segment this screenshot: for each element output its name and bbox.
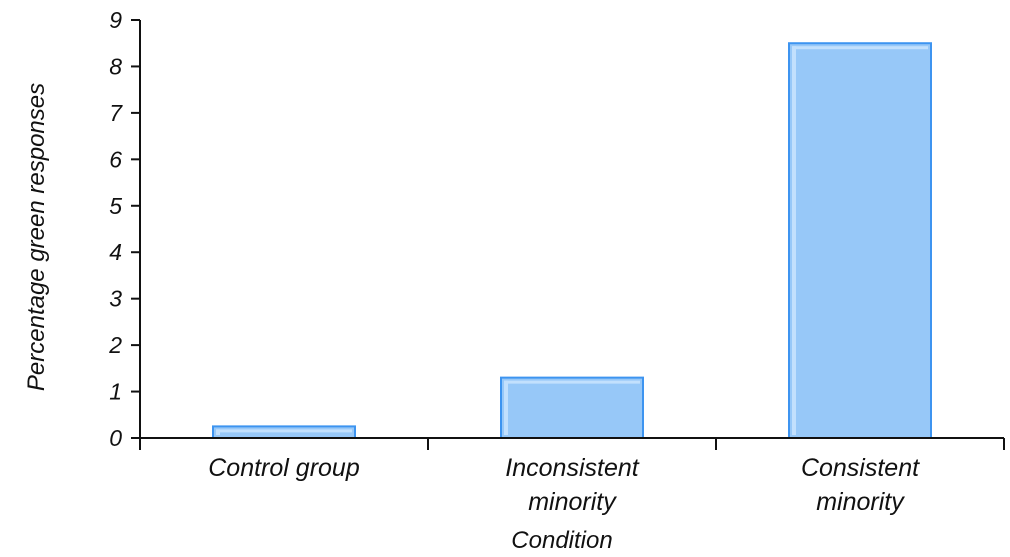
bar-highlight: [792, 46, 928, 50]
bar-highlight: [216, 429, 352, 433]
category-label: Consistent minority: [801, 454, 920, 516]
y-axis-title: Percentage green responses: [23, 83, 50, 391]
y-tick-label: 2: [108, 332, 122, 358]
bar-group: [500, 376, 644, 439]
bar-highlight: [792, 46, 796, 435]
category-labels: Control group Inconsistent minorityConsist…: [208, 454, 920, 516]
bar-group: [788, 42, 932, 439]
y-axis-ticks: 0 1 2 3 4 5 6 7 8 9: [108, 7, 140, 451]
category-label-line: minority: [816, 488, 905, 516]
x-axis-title: Condition: [511, 527, 612, 554]
bars: [212, 42, 932, 439]
y-tick-label: 4: [109, 239, 122, 265]
bar-highlight: [504, 380, 640, 384]
y-tick-label: 3: [109, 286, 122, 312]
category-label: Inconsistent minority: [505, 454, 639, 516]
bar-highlight: [504, 380, 508, 435]
y-tick-label: 0: [109, 425, 122, 451]
y-tick-label: 6: [109, 146, 122, 172]
y-tick-label: 9: [109, 7, 122, 33]
bar: [500, 376, 644, 439]
y-tick-label: 7: [109, 100, 123, 126]
bar: [788, 42, 932, 439]
y-tick-label: 1: [109, 379, 122, 405]
category-label-line: Consistent: [801, 454, 920, 482]
y-tick-label: 5: [109, 193, 122, 219]
category-label-line: Control group: [208, 454, 360, 482]
category-label-line: Inconsistent: [505, 454, 639, 482]
y-tick-label: 8: [109, 53, 122, 79]
category-label: Control group: [208, 454, 360, 482]
category-label-line: minority: [528, 488, 617, 516]
bar-group: [212, 425, 356, 439]
x-axis-ticks: [139, 438, 1005, 450]
